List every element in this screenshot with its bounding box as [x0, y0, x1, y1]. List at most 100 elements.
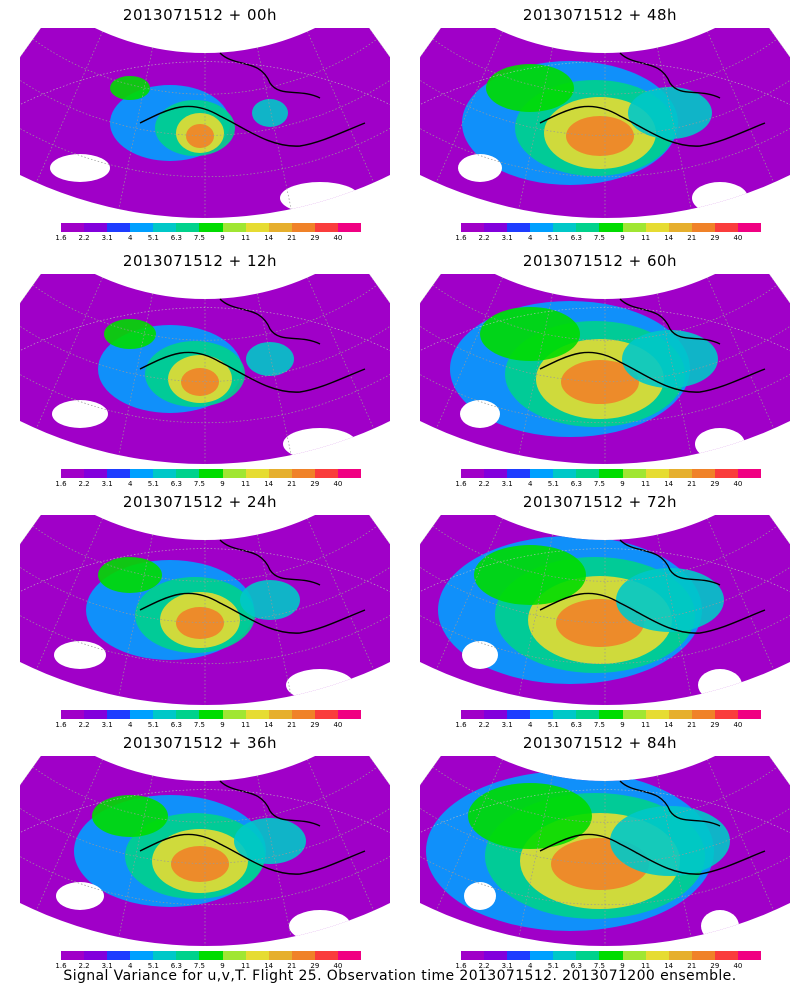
- colorbar-tick-label: 3.1: [501, 962, 513, 970]
- forecast-panel: 2013071512 + 24h 1.6 2.2 3.1 4 5.1 6.3 7.5 9 11 14…: [0, 487, 400, 729]
- variance-map: [420, 274, 790, 464]
- colorbar-tick-label: 14: [664, 721, 674, 729]
- colorbar-segment: [314, 469, 338, 478]
- variance-map: [20, 756, 390, 946]
- graticule-latitude: [20, 79, 390, 136]
- colorbar-segment: [153, 223, 177, 232]
- colorbar-tick-label: 1.6: [455, 480, 467, 488]
- colorbar-tick-label: 4: [127, 721, 133, 729]
- colorbar-segment: [222, 223, 246, 232]
- colorbar-tick-label: 9: [620, 721, 625, 729]
- colorbar-segment: [291, 710, 315, 719]
- colorbar-tick-label: 14: [264, 234, 274, 242]
- colorbar-segment: [484, 469, 508, 478]
- colorbar-tick-label: 5.1: [147, 234, 159, 242]
- colorbar-tick-label: 40: [733, 234, 743, 242]
- coastline: [139, 298, 366, 393]
- forecast-panel: 2013071512 + 48h 1.6 2.2 3.1 4 5.1 6.3 7.5 9 11 14…: [400, 0, 800, 242]
- colorbar-segment: [737, 951, 762, 960]
- colorbar-segment: [245, 951, 269, 960]
- colorbar-tick-label: 40: [733, 962, 743, 970]
- coastline: [539, 298, 766, 393]
- colorbar-segment: [337, 469, 362, 478]
- colorbar-segment: [530, 710, 554, 719]
- panel-title: 2013071512 + 00h: [122, 6, 278, 24]
- graticule-meridian: [118, 47, 154, 210]
- graticule-latitude: [32, 766, 378, 823]
- colorbar-tick-label: 6.3: [170, 480, 182, 488]
- colorbar-tick-label: 14: [664, 480, 674, 488]
- colorbar: [61, 710, 362, 719]
- colorbar-tick-label: 7.5: [593, 234, 606, 242]
- colorbar-tick-label: 3.1: [101, 962, 113, 970]
- colorbar-segment: [737, 223, 762, 232]
- colorbar-segment: [668, 469, 692, 478]
- graticule-latitude: [432, 525, 778, 582]
- colorbar-segment: [107, 951, 131, 960]
- colorbar-labels: 1.6 2.2 3.1 4 5.1 6.3 7.5 9 11 14 21 29 40: [55, 480, 361, 490]
- colorbar-tick-label: 29: [310, 480, 320, 488]
- colorbar-segment: [530, 223, 554, 232]
- colorbar-segment: [337, 951, 362, 960]
- colorbar-segment: [507, 223, 531, 232]
- graticule-latitude: [420, 325, 790, 382]
- graticule-meridian: [256, 293, 292, 456]
- colorbar-tick-label: 9: [620, 962, 625, 970]
- colorbar-tick-label: 3.1: [501, 234, 513, 242]
- panel-title: 2013071512 + 60h: [522, 252, 678, 270]
- colorbar-segment: [84, 223, 108, 232]
- colorbar-labels: 1.6 2.2 3.1 4 5.1 6.3 7.5 9 11 14 21 29 40: [55, 721, 361, 731]
- colorbar-tick-label: 3.1: [101, 721, 113, 729]
- colorbar-tick-label: 7.5: [593, 480, 606, 488]
- colorbar-tick-label: 1.6: [455, 721, 467, 729]
- colorbar-tick-label: 6.3: [570, 962, 582, 970]
- colorbar-segment: [291, 951, 315, 960]
- colorbar-segment: [153, 951, 177, 960]
- colorbar-tick-label: 40: [333, 234, 343, 242]
- colorbar-segment: [130, 710, 154, 719]
- colorbar-tick-label: 5.1: [147, 721, 159, 729]
- colorbar-tick-label: 9: [220, 480, 225, 488]
- variance-map: [20, 28, 390, 218]
- variance-map: [20, 515, 390, 705]
- colorbar-tick-label: 1.6: [55, 721, 67, 729]
- colorbar-segment: [484, 951, 508, 960]
- colorbar-tick-label: 4: [127, 234, 133, 242]
- colorbar-segment: [599, 223, 623, 232]
- colorbar-tick-label: 11: [241, 721, 251, 729]
- variance-map: [420, 515, 790, 705]
- colorbar-segment: [222, 951, 246, 960]
- colorbar-tick-label: 11: [641, 721, 651, 729]
- colorbar-segment: [268, 710, 292, 719]
- colorbar-tick-label: 11: [641, 480, 651, 488]
- colorbar-tick-label: 21: [687, 962, 697, 970]
- graticule-latitude: [32, 284, 378, 341]
- colorbar-segment: [245, 223, 269, 232]
- colorbar-tick-label: 5.1: [547, 234, 559, 242]
- colorbar-tick-label: 21: [687, 234, 697, 242]
- colorbar-segment: [599, 710, 623, 719]
- figure-caption: Signal Variance for u,v,T. Flight 25. Ob…: [63, 968, 737, 984]
- colorbar-segment: [714, 710, 738, 719]
- colorbar-tick-label: 7.5: [193, 721, 206, 729]
- colorbar: [461, 469, 762, 478]
- colorbar-segment: [291, 223, 315, 232]
- colorbar-tick-label: 40: [733, 480, 743, 488]
- colorbar-segment: [576, 223, 600, 232]
- colorbar-tick-label: 9: [620, 234, 625, 242]
- graticule-latitude: [420, 807, 790, 864]
- colorbar-segment: [622, 710, 646, 719]
- colorbar-segment: [61, 223, 85, 232]
- colorbar-tick-label: 11: [241, 480, 251, 488]
- graticule-latitude: [20, 807, 390, 864]
- graticule-meridian: [118, 534, 154, 697]
- colorbar-tick-label: 5.1: [547, 721, 559, 729]
- colorbar-tick-label: 14: [264, 721, 274, 729]
- colorbar-segment: [222, 710, 246, 719]
- colorbar-segment: [553, 469, 577, 478]
- colorbar-segment: [691, 469, 715, 478]
- colorbar-segment: [176, 710, 200, 719]
- graticule-meridian: [656, 293, 692, 456]
- graticule-meridian: [707, 759, 775, 911]
- colorbar-tick-label: 7.5: [593, 962, 606, 970]
